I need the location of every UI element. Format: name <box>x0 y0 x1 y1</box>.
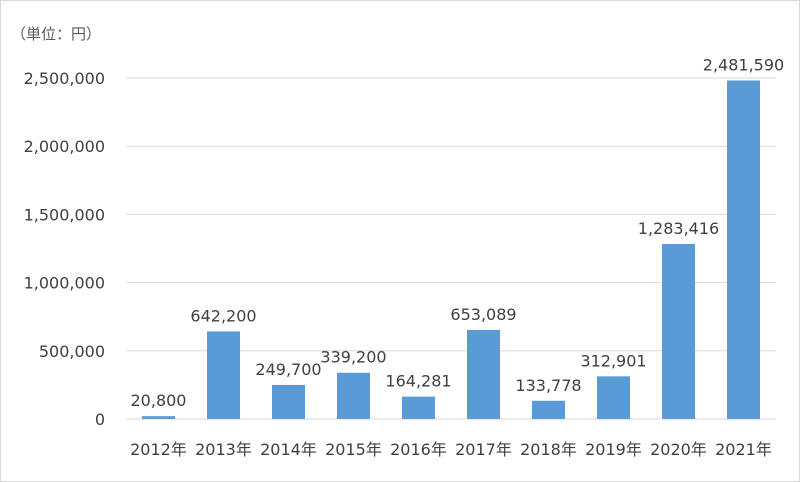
data-label: 249,700 <box>255 360 321 379</box>
x-tick-label: 2014年 <box>260 440 317 459</box>
x-tick-label: 2016年 <box>390 440 447 459</box>
bar-2018年 <box>532 400 565 419</box>
data-label: 2,481,590 <box>703 56 784 75</box>
bar-2016年 <box>402 396 435 419</box>
data-label: 339,200 <box>320 348 386 367</box>
bar-2017年 <box>467 329 500 419</box>
bars <box>142 80 760 420</box>
x-tick-label: 2019年 <box>585 440 642 459</box>
x-tick-label: 2021年 <box>715 440 772 459</box>
y-tick-label: 2,500,000 <box>24 69 105 88</box>
bar-2020年 <box>662 243 695 419</box>
x-tick-label: 2012年 <box>130 440 187 459</box>
x-tick-label: 2013年 <box>195 440 252 459</box>
bar-2012年 <box>142 416 175 419</box>
bar-2015年 <box>337 372 370 419</box>
y-tick-label: 1,500,000 <box>24 205 105 224</box>
y-tick-label: 2,000,000 <box>24 137 105 156</box>
data-label: 20,800 <box>131 391 187 410</box>
bar-2021年 <box>727 80 760 420</box>
y-tick-label: 500,000 <box>39 342 105 361</box>
data-label: 312,901 <box>580 351 646 370</box>
bar-2014年 <box>272 384 305 419</box>
data-label: 653,089 <box>450 305 516 324</box>
bar-2013年 <box>207 331 240 419</box>
unit-label: （単位：円） <box>11 25 102 43</box>
data-label: 1,283,416 <box>638 219 719 238</box>
x-tick-label: 2018年 <box>520 440 577 459</box>
x-tick-label: 2020年 <box>650 440 707 459</box>
y-axis-ticks: 0 500,000 1,000,000 1,500,000 2,000,000 2,500… <box>24 69 105 429</box>
y-tick-label: 1,000,000 <box>24 274 105 293</box>
data-label: 133,778 <box>515 376 581 395</box>
data-label: 164,281 <box>385 372 451 391</box>
data-label: 642,200 <box>190 306 256 325</box>
x-axis-ticks: 2012年 2013年 2014年 2015年 2016年 2017年 2018年 2019年… <box>130 440 772 459</box>
x-tick-label: 2017年 <box>455 440 512 459</box>
x-tick-label: 2015年 <box>325 440 382 459</box>
bar-2019年 <box>597 376 630 419</box>
y-tick-label: 0 <box>95 410 105 429</box>
